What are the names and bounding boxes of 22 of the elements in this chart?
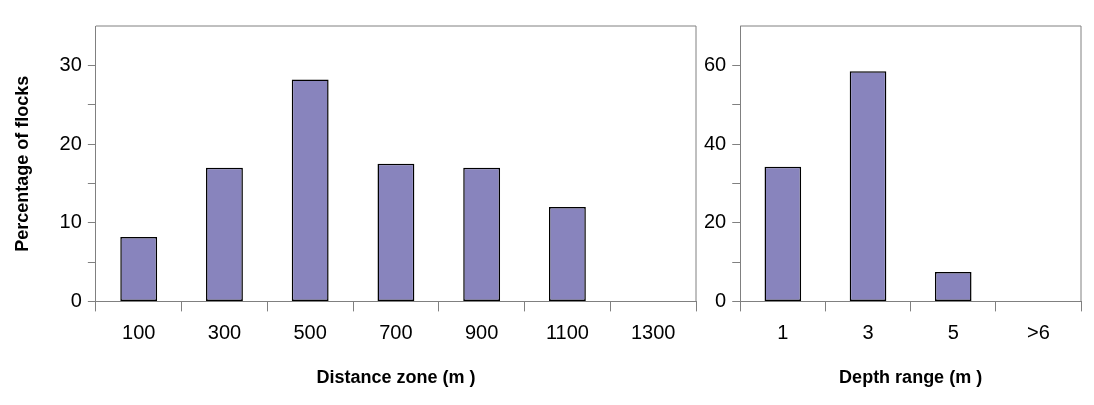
x-tick-label: 300 [207, 320, 242, 343]
y-tick-label: 10 [59, 210, 82, 233]
y-axis-title: Percentage of flocks [11, 75, 32, 252]
x-axis-title: Depth range (m ) [839, 367, 983, 388]
x-tick-label: 100 [122, 320, 156, 343]
y-tick-label: 0 [715, 288, 727, 311]
x-tick-label: 5 [947, 320, 959, 343]
x-tick-label: >6 [1027, 320, 1050, 343]
y-tick-label: 20 [59, 131, 82, 154]
x-tick-label: 1 [777, 320, 789, 343]
y-tick-label: 60 [704, 52, 727, 75]
y-tick-label: 30 [59, 52, 82, 75]
y-tick-label: 40 [704, 131, 727, 154]
x-tick-label: 1100 [545, 320, 589, 343]
y-tick-label: 0 [70, 288, 82, 311]
x-tick-label: 500 [293, 320, 327, 343]
y-tick-label: 20 [704, 210, 727, 233]
x-axis-title: Distance zone (m ) [316, 367, 476, 388]
x-tick-label: 700 [379, 320, 413, 343]
x-tick-label: 3 [862, 320, 874, 343]
x-tick-label: 1300 [630, 320, 676, 343]
x-tick-label: 900 [464, 320, 499, 343]
